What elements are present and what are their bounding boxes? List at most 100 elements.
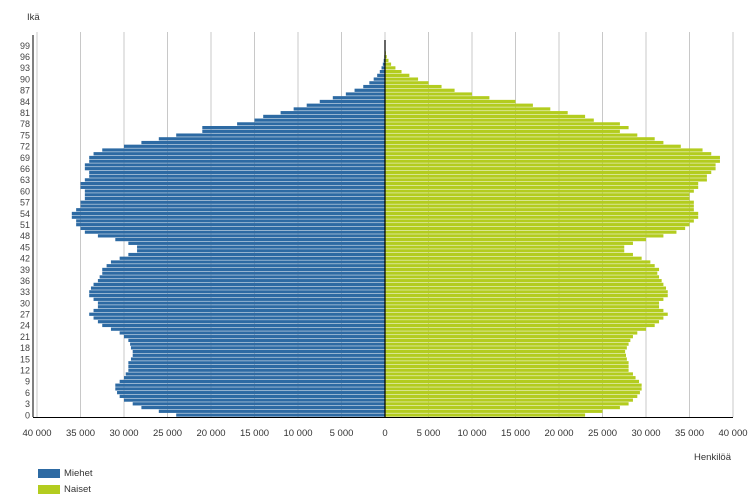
bar-miehet-age-61 — [81, 186, 386, 189]
bar-naiset-age-31 — [385, 298, 663, 301]
bar-miehet-age-45 — [137, 245, 385, 248]
age-tick-label: 75 — [20, 130, 30, 140]
bar-naiset-age-64 — [385, 175, 707, 178]
bar-miehet-age-1 — [159, 410, 385, 413]
bar-naiset-age-52 — [385, 219, 694, 222]
age-tick-label: 54 — [20, 209, 30, 219]
bar-naiset-age-46 — [385, 242, 633, 245]
bar-miehet-age-85 — [333, 96, 385, 99]
bar-miehet-age-9 — [120, 380, 385, 383]
bar-miehet-age-33 — [89, 290, 385, 293]
bar-naiset-age-68 — [385, 160, 720, 163]
bar-naiset-age-89 — [385, 81, 429, 84]
bar-miehet-age-91 — [377, 74, 385, 77]
bar-miehet-age-84 — [320, 100, 385, 103]
bar-naiset-age-71 — [385, 148, 703, 151]
bar-miehet-age-25 — [98, 320, 385, 323]
legend-swatch-miehet — [38, 469, 60, 478]
bar-naiset-age-66 — [385, 167, 716, 170]
age-tick-label: 21 — [20, 332, 30, 342]
bar-miehet-age-28 — [94, 309, 385, 312]
bar-naiset-age-55 — [385, 208, 694, 211]
bar-miehet-age-68 — [89, 160, 385, 163]
bar-miehet-age-92 — [380, 70, 385, 73]
bar-naiset-age-91 — [385, 74, 409, 77]
bar-naiset-age-92 — [385, 70, 402, 73]
bar-naiset-age-18 — [385, 346, 627, 349]
bar-miehet-age-60 — [85, 189, 385, 192]
x-tick-label: 35 000 — [675, 428, 704, 439]
bar-naiset-age-9 — [385, 380, 639, 383]
bar-miehet-age-65 — [89, 171, 385, 174]
bar-miehet-age-81 — [281, 111, 385, 114]
bar-miehet-age-73 — [141, 141, 385, 144]
bar-miehet-age-42 — [120, 257, 385, 260]
bar-miehet-age-0 — [176, 413, 385, 416]
bar-miehet-age-70 — [94, 152, 385, 155]
bar-naiset-age-80 — [385, 115, 585, 118]
bar-naiset-age-27 — [385, 313, 668, 316]
bar-naiset-age-42 — [385, 257, 642, 260]
bar-naiset-age-49 — [385, 231, 676, 234]
bar-miehet-age-34 — [91, 287, 385, 290]
age-tick-label: 0 — [25, 410, 30, 420]
age-tick-label: 87 — [20, 86, 30, 96]
bar-naiset-age-48 — [385, 234, 663, 237]
bar-naiset-age-60 — [385, 189, 694, 192]
bar-naiset-age-5 — [385, 395, 637, 398]
age-tick-label: 90 — [20, 74, 30, 84]
bar-miehet-age-67 — [85, 163, 385, 166]
bar-miehet-age-26 — [94, 316, 385, 319]
bar-naiset-age-90 — [385, 77, 418, 80]
x-axis-title: Henkilöä — [694, 452, 732, 463]
bar-miehet-age-90 — [374, 77, 385, 80]
age-tick-label: 9 — [25, 377, 30, 387]
x-tick-label: 20 000 — [544, 428, 573, 439]
bar-miehet-age-31 — [94, 298, 385, 301]
bar-naiset-age-70 — [385, 152, 711, 155]
bar-miehet-age-51 — [76, 223, 385, 226]
age-tick-label: 96 — [20, 52, 30, 62]
age-tick-label: 36 — [20, 276, 30, 286]
bar-naiset-age-44 — [385, 249, 624, 252]
bar-naiset-age-82 — [385, 107, 550, 110]
bar-miehet-age-29 — [98, 305, 385, 308]
bar-miehet-age-14 — [128, 361, 385, 364]
bar-naiset-age-58 — [385, 197, 690, 200]
bar-miehet-age-62 — [81, 182, 386, 185]
age-tick-label: 18 — [20, 343, 30, 353]
age-tick-label: 48 — [20, 231, 30, 241]
age-tick-label: 99 — [20, 41, 30, 51]
bar-miehet-age-54 — [72, 212, 385, 215]
age-tick-label: 30 — [20, 298, 30, 308]
bar-naiset-age-14 — [385, 361, 629, 364]
bar-miehet-age-24 — [102, 324, 385, 327]
x-tick-label: 40 000 — [718, 428, 747, 439]
legend-swatch-naiset — [38, 485, 60, 494]
bar-naiset-age-33 — [385, 290, 668, 293]
bar-naiset-age-53 — [385, 216, 698, 219]
bar-miehet-age-52 — [76, 219, 385, 222]
bar-naiset-age-94 — [385, 63, 391, 66]
x-tick-label: 10 000 — [283, 428, 312, 439]
age-tick-label: 42 — [20, 254, 30, 264]
x-tick-label: 10 000 — [457, 428, 486, 439]
bar-naiset-age-50 — [385, 227, 685, 230]
bar-miehet-age-16 — [133, 354, 385, 357]
bar-naiset-age-22 — [385, 331, 637, 334]
bar-naiset-age-23 — [385, 328, 646, 331]
bar-naiset-age-0 — [385, 413, 585, 416]
bar-miehet-age-35 — [94, 283, 385, 286]
bar-naiset-age-36 — [385, 279, 662, 282]
bar-miehet-age-7 — [115, 387, 385, 390]
x-tick-label: 20 000 — [196, 428, 225, 439]
bar-naiset-age-4 — [385, 398, 633, 401]
bar-naiset-age-35 — [385, 283, 663, 286]
bar-naiset-age-21 — [385, 335, 633, 338]
bar-naiset-age-6 — [385, 391, 640, 394]
bar-naiset-age-72 — [385, 145, 681, 148]
age-tick-label: 3 — [25, 399, 30, 409]
bar-naiset-age-11 — [385, 372, 633, 375]
